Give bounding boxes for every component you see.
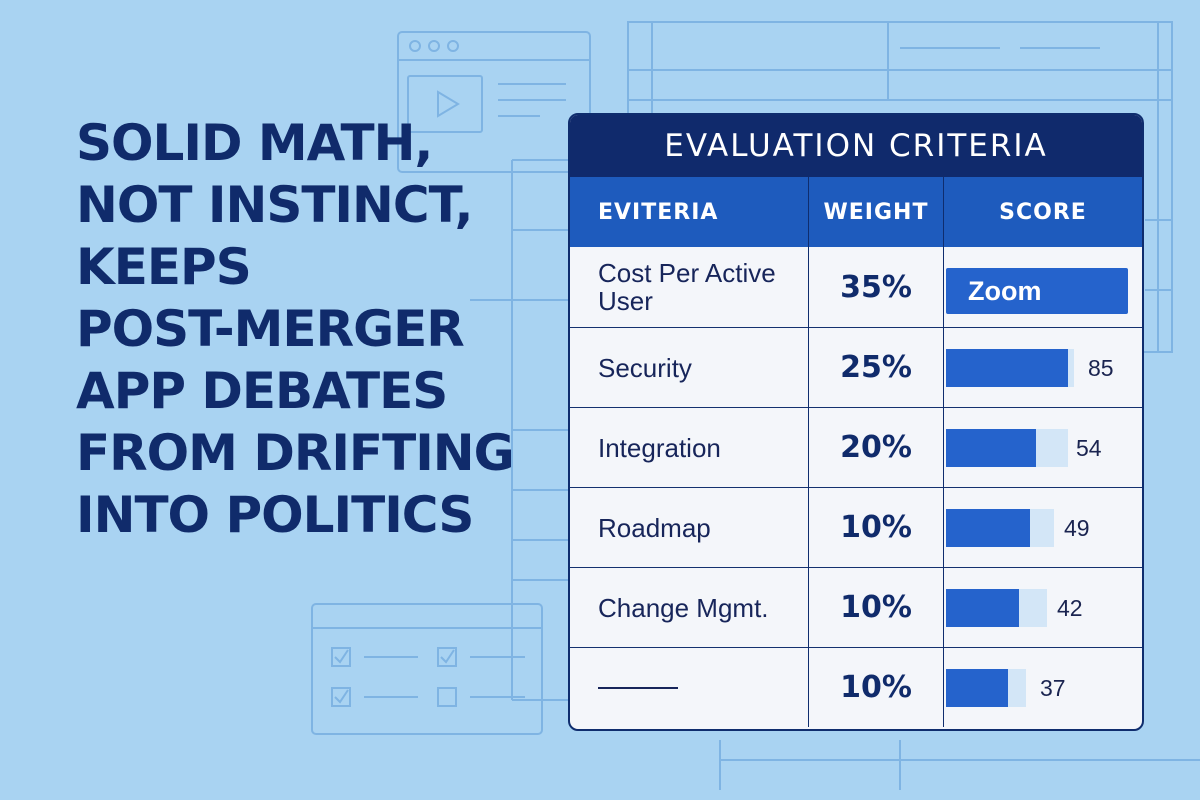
column-header-weight: WEIGHT	[808, 177, 943, 247]
score-cell: 37	[943, 648, 1142, 727]
criterion-name-placeholder	[570, 648, 808, 727]
score-cell: 85	[943, 328, 1142, 407]
score-bar-zoom: Zoom	[946, 268, 1128, 314]
column-header-criteria: EVITERIA	[598, 199, 719, 225]
score-cell: 42	[943, 568, 1142, 647]
table-row: Roadmap 10% 49	[570, 487, 1142, 567]
score-value: 37	[1040, 674, 1066, 701]
criterion-weight: 10%	[808, 648, 943, 727]
criterion-name: Cost Per Active User	[598, 258, 776, 316]
column-header-score: SCORE	[943, 177, 1142, 247]
score-bar-track	[946, 669, 1026, 707]
table-row: 10% 37	[570, 647, 1142, 727]
table-header: EVITERIA WEIGHT SCORE	[570, 177, 1142, 247]
table-row: Integration 20% 54	[570, 407, 1142, 487]
criterion-weight: 35%	[808, 247, 943, 327]
table-row: Security 25% 85	[570, 327, 1142, 407]
score-bar-fill	[946, 589, 1019, 627]
headline: SOLID MATH, NOT INSTINCT, KEEPS POST-MER…	[76, 112, 546, 546]
score-bar-fill	[946, 349, 1068, 387]
score-bar-fill	[946, 509, 1031, 547]
criterion-weight: 20%	[808, 408, 943, 487]
criterion-name: Security	[598, 352, 692, 383]
checkbox-icon	[331, 647, 351, 667]
score-cell: 54	[943, 408, 1142, 487]
card-title: EVALUATION CRITERIA	[570, 115, 1142, 177]
headline-line: SOLID MATH,	[76, 114, 433, 172]
headline-line: APP DEBATES	[76, 362, 448, 420]
score-value: 85	[1088, 354, 1114, 381]
table-row: Cost Per Active User 35% Zoom	[570, 247, 1142, 327]
checklist-icon	[311, 603, 543, 735]
video-play-icon	[437, 90, 460, 118]
headline-line: KEEPS	[76, 238, 252, 296]
criterion-weight: 10%	[808, 488, 943, 567]
empty-dash	[598, 686, 678, 689]
score-bar-track	[946, 589, 1047, 627]
criterion-weight: 10%	[808, 568, 943, 647]
criterion-name: Integration	[598, 432, 721, 463]
score-value: 42	[1057, 594, 1083, 621]
table-row: Change Mgmt. 10% 42	[570, 567, 1142, 647]
score-cell: 49	[943, 488, 1142, 567]
headline-line: NOT INSTINCT,	[76, 176, 474, 234]
score-bar-fill	[946, 429, 1037, 467]
score-bar-track	[946, 429, 1068, 467]
evaluation-criteria-card: EVALUATION CRITERIA EVITERIA WEIGHT SCOR…	[568, 113, 1144, 731]
criterion-name: Change Mgmt.	[598, 592, 769, 623]
score-bar-track	[946, 349, 1074, 387]
score-bar-track	[946, 509, 1054, 547]
score-cell: Zoom	[943, 247, 1142, 327]
criterion-weight: 25%	[808, 328, 943, 407]
score-value: 49	[1064, 514, 1090, 541]
score-value: 54	[1076, 434, 1102, 461]
table-body: Cost Per Active User 35% Zoom Security 2…	[570, 247, 1142, 727]
headline-line: POST-MERGER	[76, 300, 465, 358]
headline-line: FROM DRIFTING	[76, 424, 515, 482]
criterion-name: Roadmap	[598, 512, 711, 543]
score-bar-fill	[946, 669, 1008, 707]
headline-line: INTO POLITICS	[76, 486, 474, 544]
browser-window-icon	[397, 31, 591, 173]
